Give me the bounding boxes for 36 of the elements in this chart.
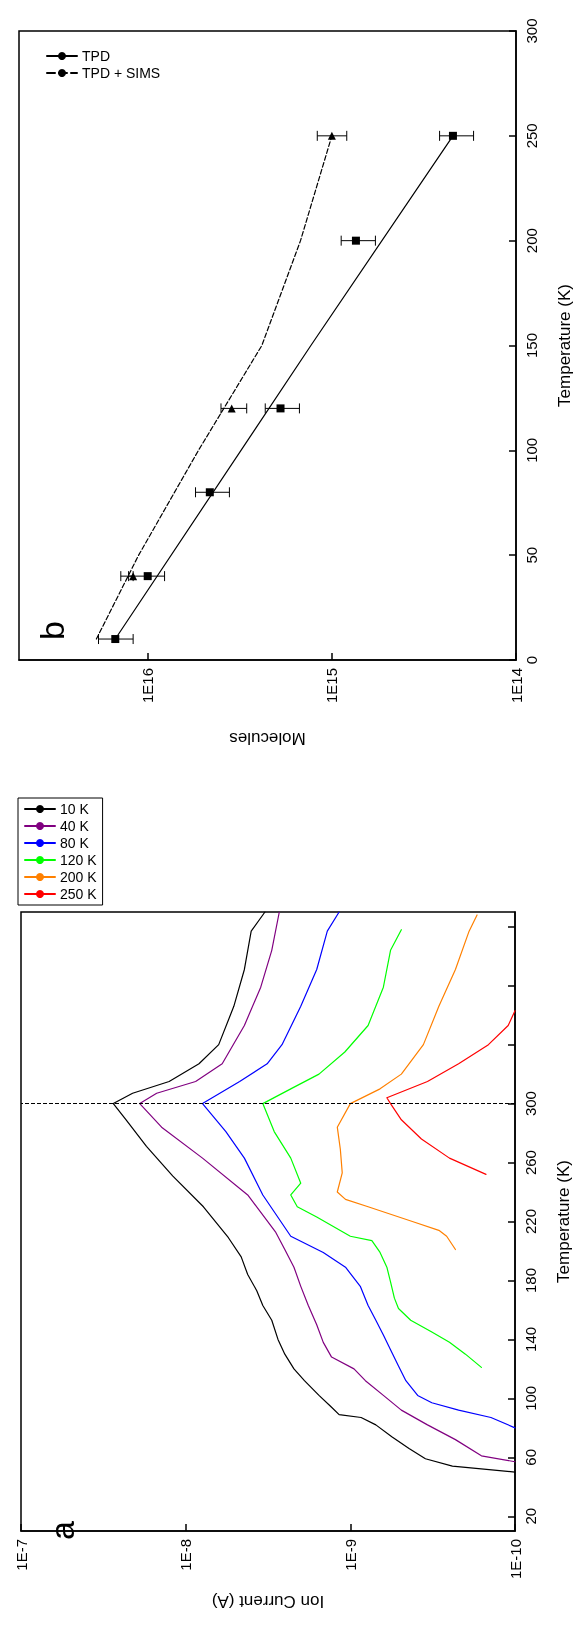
legend-label: 200 K xyxy=(60,869,98,885)
legend-label: TPD + SIMS xyxy=(82,65,161,81)
y-tick-label: 180 xyxy=(522,1267,539,1293)
annotation: b xyxy=(33,621,71,640)
y-axis-title: Temperature (K) xyxy=(555,284,574,407)
y-axis-title: Temperature (K) xyxy=(554,1160,573,1283)
y-tick-label: 220 xyxy=(522,1208,539,1235)
legend-label: 10 K xyxy=(60,801,90,817)
y-tick-label: 140 xyxy=(522,1326,539,1352)
x-tick-label: 1E-8 xyxy=(177,1539,195,1571)
x-tick-label: 1E-9 xyxy=(341,1539,359,1571)
y-tick-label: 50 xyxy=(523,546,540,564)
annotation: a xyxy=(43,1521,81,1540)
y-tick-label: 300 xyxy=(523,18,540,44)
x-tick-label: 1E16 xyxy=(139,668,157,704)
y-tick-label: 0 xyxy=(523,655,540,665)
x-tick-label: 1E-10 xyxy=(506,1539,524,1580)
x-tick-label: 1E-7 xyxy=(12,1539,30,1571)
legend-label: 80 K xyxy=(60,835,90,851)
y-tick-label: 200 xyxy=(523,228,540,254)
x-tick-label: 1E14 xyxy=(507,668,525,704)
y-tick-label: 260 xyxy=(522,1150,539,1176)
x-axis-title: Ion Current (A) xyxy=(211,1592,325,1611)
legend-label: TPD xyxy=(82,48,110,64)
x-axis-title: Molecules xyxy=(229,729,306,748)
y-tick-label: 20 xyxy=(522,1507,539,1525)
y-tick-label: 150 xyxy=(523,332,540,359)
legend-label: 120 K xyxy=(60,852,98,868)
y-tick-label: 100 xyxy=(523,437,540,463)
legend-label: 40 K xyxy=(60,818,90,834)
y-tick-label: 100 xyxy=(522,1385,539,1411)
y-tick-label: 60 xyxy=(522,1448,539,1466)
x-tick-label: 1E15 xyxy=(323,668,341,704)
y-tick-label: 250 xyxy=(523,123,540,149)
legend-label: 250 K xyxy=(60,886,98,902)
y-tick-label: 300 xyxy=(522,1091,539,1117)
